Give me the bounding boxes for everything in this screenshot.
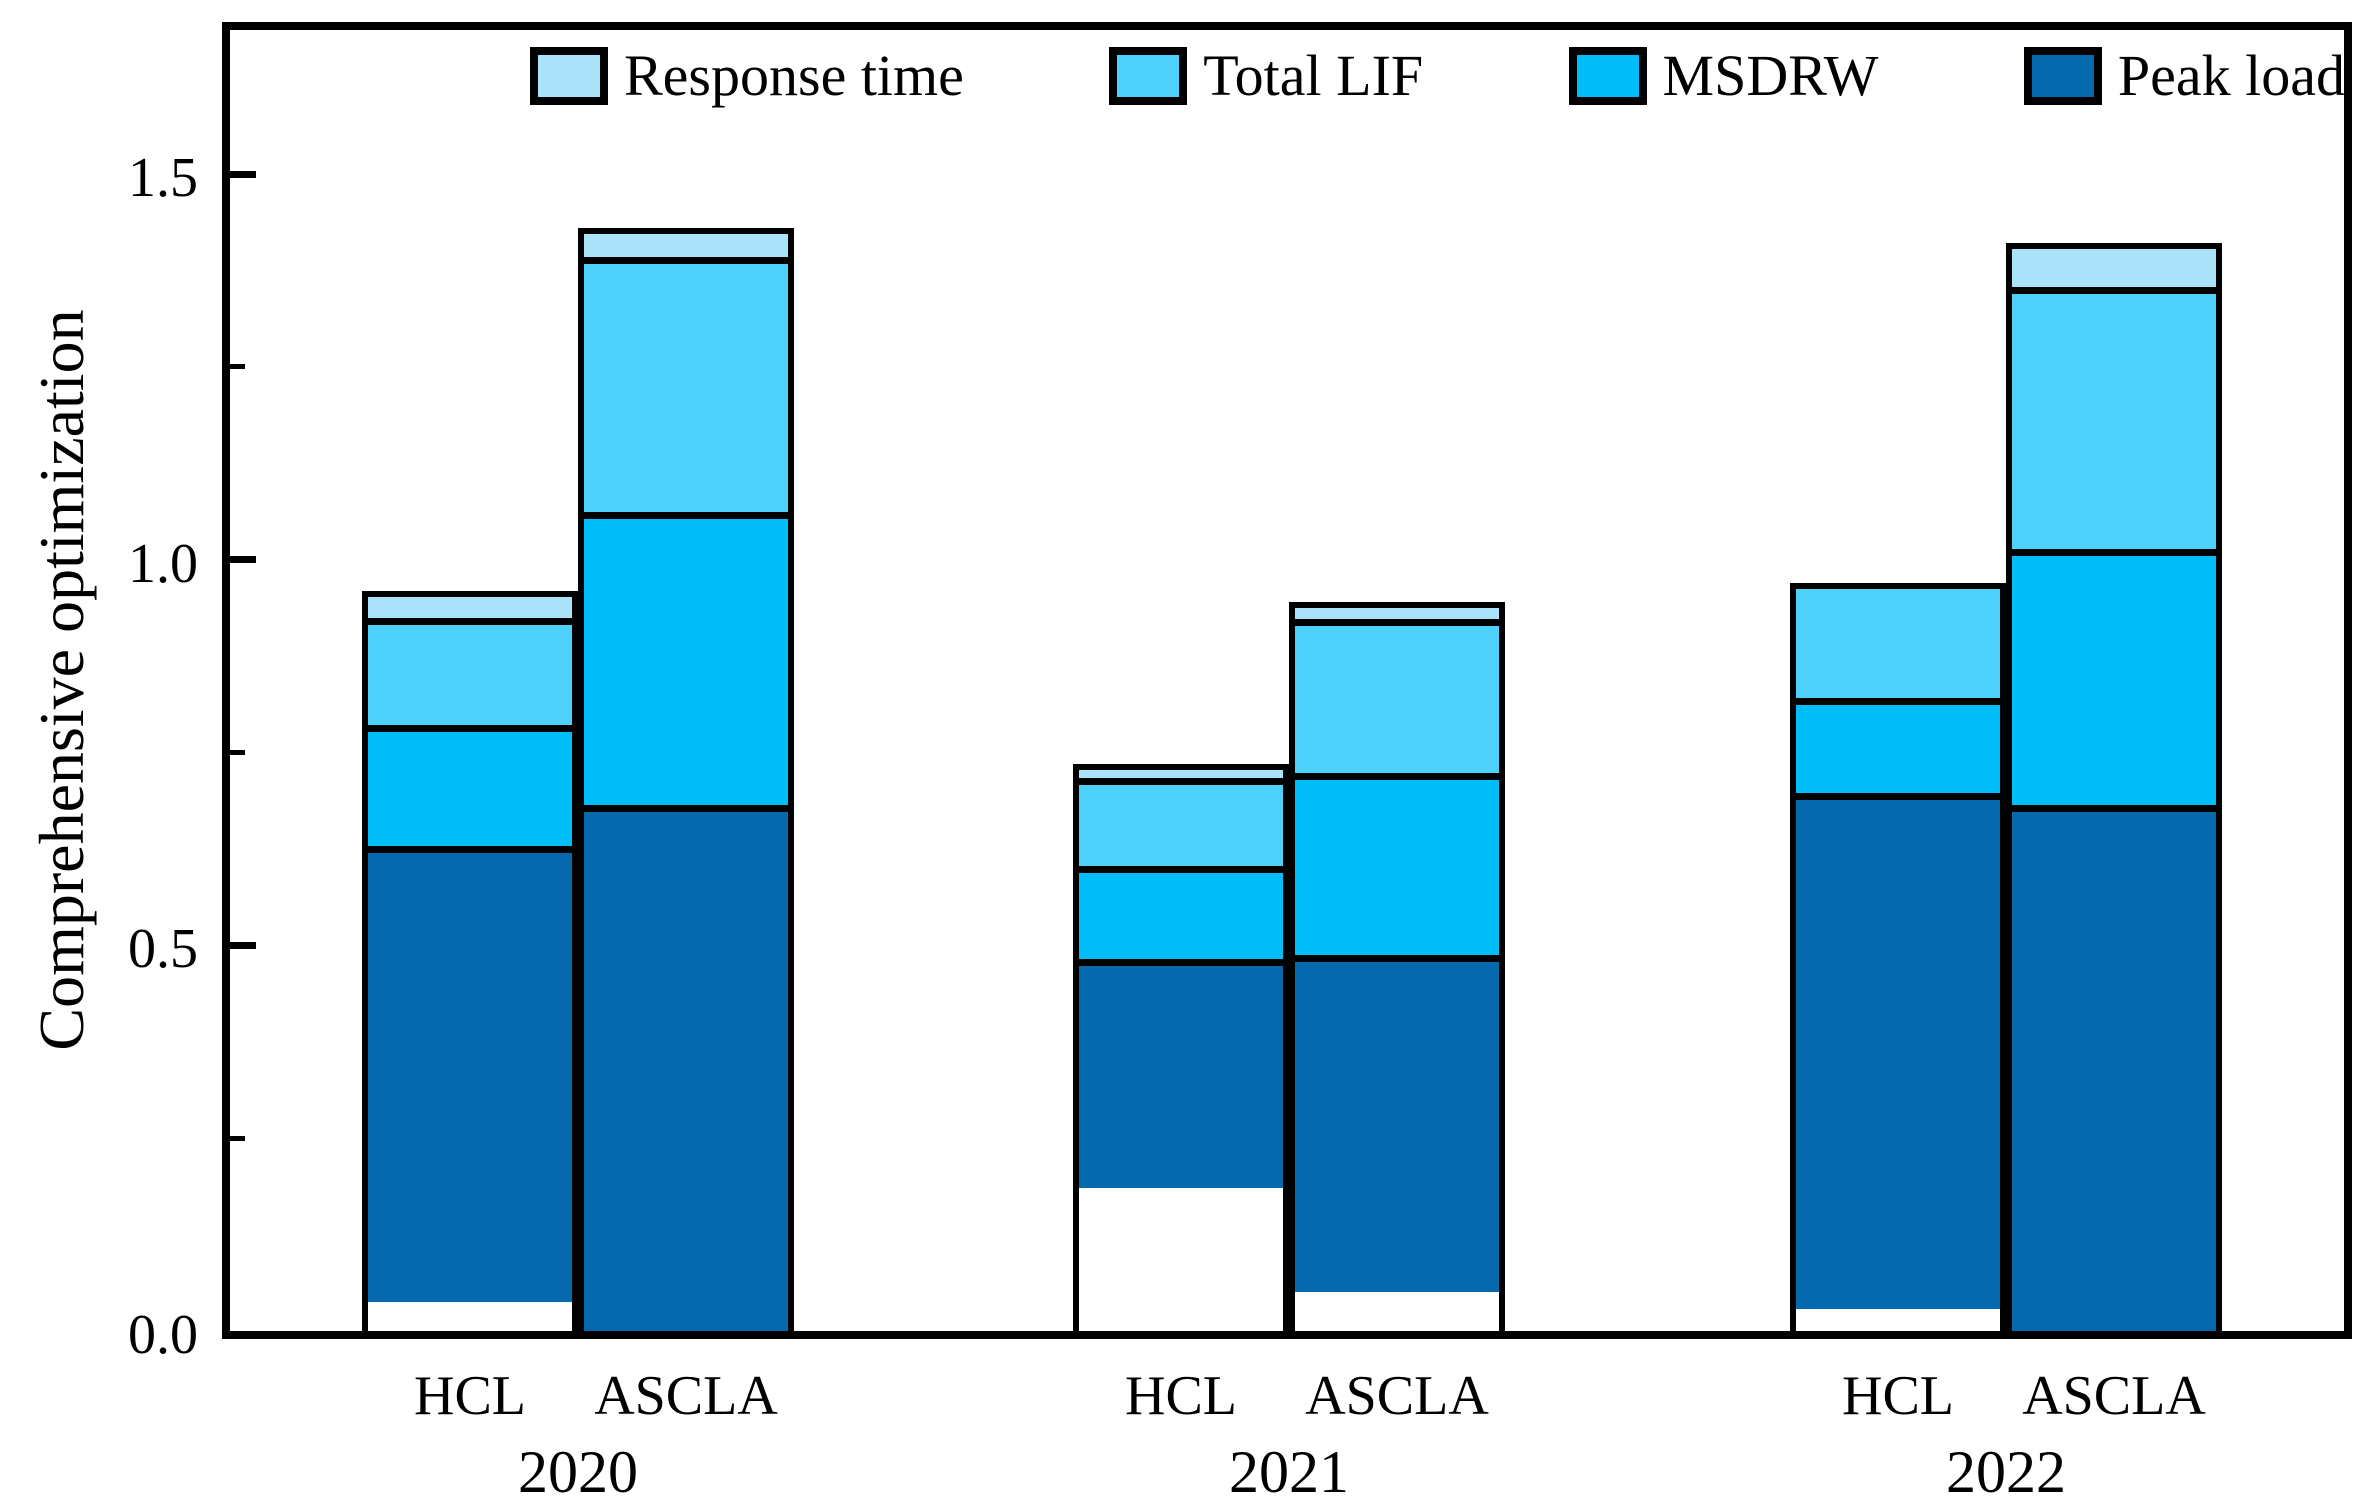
segment-total-lif bbox=[1079, 778, 1283, 867]
segment-msdrw bbox=[1295, 772, 1499, 956]
y-tick-label-1.5: 1.5 bbox=[128, 147, 198, 209]
segment-response-time bbox=[1079, 770, 1283, 779]
total-lif-swatch-icon bbox=[1109, 47, 1188, 105]
y-minor-tick bbox=[230, 1136, 245, 1141]
legend-label-total-lif: Total LIF bbox=[1203, 43, 1424, 108]
legend-label-peak-load: Peak load bbox=[2117, 43, 2345, 108]
segment-peak-load bbox=[2012, 804, 2216, 1331]
y-major-tick bbox=[230, 556, 256, 563]
legend-label-msdrw: MSDRW bbox=[1662, 43, 1879, 108]
x-tick-label-hcl-2022: HCL bbox=[1842, 1365, 1954, 1427]
bar-hcl-2021 bbox=[1073, 764, 1289, 1331]
segment-total-lif bbox=[2012, 286, 2216, 550]
response-time-swatch-icon bbox=[530, 47, 608, 105]
y-tick-label-0.0: 0.0 bbox=[128, 1304, 198, 1366]
segment-msdrw bbox=[584, 511, 788, 805]
segment-response-time bbox=[2012, 249, 2216, 287]
legend-item-response-time: Response time bbox=[530, 47, 964, 105]
bar-ascla-2020 bbox=[578, 228, 794, 1332]
bar-ascla-2021 bbox=[1289, 602, 1505, 1331]
x-tick-label-ascla-2020: ASCLA bbox=[594, 1365, 778, 1427]
group-label-2021: 2021 bbox=[1229, 1439, 1349, 1505]
segment-msdrw bbox=[1796, 698, 2000, 793]
legend: Response time Total LIF MSDRW Peak load bbox=[530, 46, 2345, 106]
group-label-2022: 2022 bbox=[1946, 1439, 2066, 1505]
segment-response-time bbox=[1295, 608, 1499, 619]
segment-peak-load bbox=[1295, 955, 1499, 1293]
segment-total-lif bbox=[584, 256, 788, 512]
y-minor-tick bbox=[230, 750, 245, 755]
segment-total-lif bbox=[1295, 618, 1499, 773]
x-tick-label-hcl-2021: HCL bbox=[1125, 1365, 1237, 1427]
segment-peak-load bbox=[368, 846, 572, 1303]
legend-item-total-lif: Total LIF bbox=[1109, 47, 1423, 105]
segment-msdrw bbox=[1079, 866, 1283, 960]
segment-peak-load bbox=[584, 804, 788, 1332]
x-tick-label-ascla-2021: ASCLA bbox=[1305, 1365, 1489, 1427]
segment-total-lif bbox=[1796, 589, 2000, 699]
segment-response-time bbox=[368, 597, 572, 619]
msdrw-swatch-icon bbox=[1568, 47, 1647, 105]
group-label-2020: 2020 bbox=[518, 1439, 638, 1505]
bar-hcl-2020 bbox=[362, 591, 578, 1331]
y-tick-label-0.5: 0.5 bbox=[128, 918, 198, 980]
legend-item-msdrw: MSDRW bbox=[1568, 43, 1879, 108]
bar-ascla-2022 bbox=[2006, 243, 2222, 1331]
x-tick-label-hcl-2020: HCL bbox=[414, 1365, 526, 1427]
legend-label-response-time: Response time bbox=[624, 43, 964, 108]
y-minor-tick bbox=[230, 364, 245, 369]
bar-hcl-2022 bbox=[1790, 583, 2006, 1331]
segment-total-lif bbox=[368, 618, 572, 726]
y-major-tick bbox=[230, 942, 256, 949]
plot-area: Response time Total LIF MSDRW Peak load bbox=[222, 22, 2352, 1339]
segment-peak-load bbox=[1079, 959, 1283, 1188]
segment-msdrw bbox=[368, 725, 572, 847]
y-tick-label-1.0: 1.0 bbox=[128, 533, 198, 595]
segment-msdrw bbox=[2012, 549, 2216, 805]
peak-load-swatch-icon bbox=[2023, 47, 2102, 105]
legend-item-peak-load: Peak load bbox=[2023, 43, 2345, 108]
segment-response-time bbox=[584, 234, 788, 257]
y-major-tick bbox=[230, 171, 256, 178]
segment-peak-load bbox=[1796, 792, 2000, 1310]
x-tick-label-ascla-2022: ASCLA bbox=[2022, 1365, 2206, 1427]
